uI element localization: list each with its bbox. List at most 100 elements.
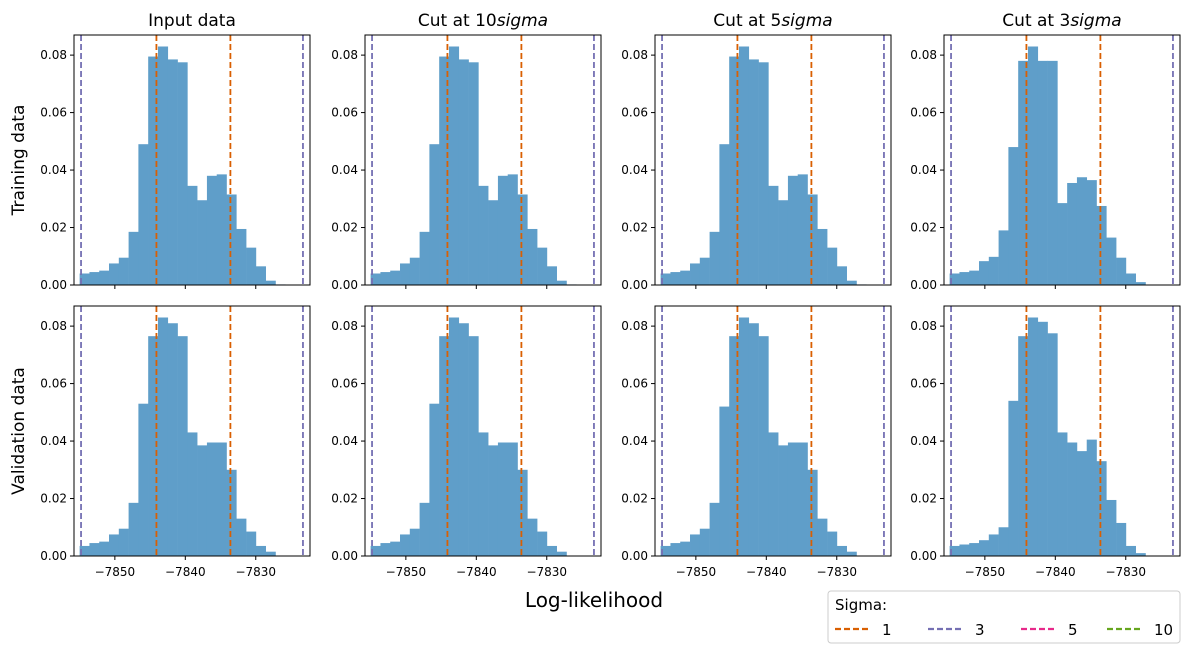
histogram-bar [670,272,681,285]
histogram-bar [1135,282,1146,285]
y-tick-label: 0.02 [621,492,648,506]
histogram-bar [949,545,960,556]
histogram-bar [265,280,276,285]
legend-item-sigma-5: 5 [1021,621,1078,639]
legend-frame [827,590,1181,644]
histogram-bar [527,228,538,285]
histogram-bar [246,531,257,556]
x-tick-label: −7840 [746,565,787,579]
legend-title: Sigma: [835,596,887,614]
column-title: Input data [148,11,236,31]
axes-frame [73,34,311,286]
subplot-r1-c3: 0.00 0.02 0.04 0.06 0.08 Cut at 5sigma [621,11,892,292]
histogram-bar [99,541,110,556]
histogram-bar [468,62,479,285]
histogram-bar [537,531,548,556]
subplot-r2-c3: 0.00 0.02 0.04 0.06 0.08 −7850 −7840 −7830 [621,305,892,579]
y-tick-label: 0.04 [331,163,358,177]
histogram-bar [109,534,120,556]
y-tick-label: 0.02 [40,492,67,506]
legend-label: 10 [1154,621,1173,639]
x-tick-label: −7850 [386,565,427,579]
x-tick-label: −7850 [676,565,717,579]
histogram-bar [778,200,789,285]
x-tick-label: −7830 [526,565,567,579]
column-title: Cut at 5sigma [713,11,832,31]
histogram-bar [187,432,198,556]
histogram-bar [206,175,218,285]
y-tick-label: 0.02 [331,492,358,506]
histogram-bar [738,317,750,556]
histogram-bar [817,228,828,285]
y-tick-label: 0.08 [621,319,648,333]
histogram-bar [998,230,1009,285]
histogram-bar [807,194,818,285]
histogram-bar [236,228,247,285]
histogram-bar [478,185,489,285]
histogram-bar [998,527,1009,556]
histogram-bar [1067,182,1078,285]
histogram-bar [690,263,701,285]
y-tick-label: 0.00 [621,278,648,292]
y-tick-label: 0.08 [331,48,358,62]
column-title-text: Input data [148,11,236,31]
histogram-bar [1096,205,1107,285]
histogram-bar [1116,522,1127,556]
y-tick-label: 0.02 [621,221,648,235]
y-tick-label: 0.00 [910,549,937,563]
histogram-bar [846,280,857,285]
histogram-bar [206,442,218,556]
y-tick-label: 0.06 [331,106,358,120]
plot-area [79,306,304,556]
histogram-bar [1076,177,1088,285]
histogram-bar [827,247,838,285]
y-tick-label: 0.04 [331,434,358,448]
histogram-bar [128,502,139,556]
histogram-bar [148,56,159,285]
histogram-bar [1076,451,1088,556]
histogram-bar [949,273,960,285]
histogram-bar [699,257,710,285]
subplot-r1-c4: 0.00 0.02 0.04 0.06 0.08 Cut at 3sigma [910,11,1181,292]
histogram-bar [1027,46,1039,285]
histogram-bar [177,336,188,556]
column-title: Cut at 3sigma [1002,11,1121,31]
y-tick-label: 0.06 [40,377,67,391]
histogram-bar [439,56,450,285]
histogram-bar [979,261,990,285]
y-tick-label: 0.06 [621,106,648,120]
y-tick-label: 0.00 [621,549,648,563]
histogram-bar [226,469,237,556]
histogram-bar [827,531,838,556]
histogram-bar [390,270,401,285]
histogram-bar [546,266,557,285]
histogram-bar [1125,273,1136,285]
histogram-bar [197,445,208,556]
histogram-bar [478,432,489,556]
histogram-bar [157,46,169,285]
histogram-bar [118,528,129,556]
histogram-bar [660,273,671,285]
histogram-bar [1018,60,1029,285]
histogram-bar [197,200,208,285]
histogram-bar [409,528,420,556]
histogram-bar [1008,147,1019,285]
legend-items: 1 3 5 10 [835,621,1173,639]
row-label: Validation data [9,367,29,495]
column-title-symbol: sigma [497,11,548,31]
x-tick-label: −7840 [456,565,497,579]
y-tick-label: 0.06 [910,106,937,120]
histogram-bar [988,534,999,556]
histogram-bar [787,175,799,285]
histogram-bar [959,544,970,556]
histogram-bar [419,231,430,285]
histogram-bar [79,273,90,285]
histogram-bar [1135,553,1146,556]
histogram-bar [1125,545,1136,556]
y-tick-label: 0.04 [621,434,648,448]
y-tick-label: 0.04 [40,434,67,448]
histogram-bar [255,266,266,285]
histogram-bar [738,46,750,285]
histogram-bar [507,442,518,556]
legend-item-sigma-10: 10 [1107,621,1173,639]
